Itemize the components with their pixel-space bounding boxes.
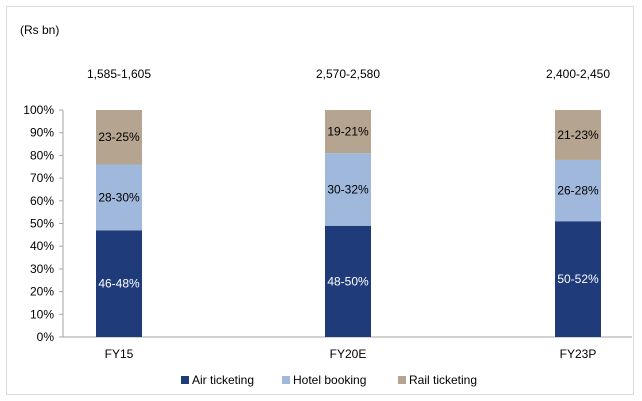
data-label: 48-50% (327, 274, 369, 288)
y-tick-label: 70% (30, 171, 54, 185)
y-tick-label: 60% (30, 194, 54, 208)
data-label: 28-30% (98, 190, 140, 204)
data-label: 46-48% (98, 277, 140, 291)
data-label: 50-52% (557, 272, 599, 286)
bar-segment (96, 164, 142, 231)
y-tick-label: 20% (30, 285, 54, 299)
data-label: 30-32% (327, 182, 369, 196)
data-label: 21-23% (557, 128, 599, 142)
legend-swatch (282, 376, 290, 384)
total-label: 2,400-2,450 (546, 67, 610, 81)
y-tick-label: 80% (30, 148, 54, 162)
axes: 0% 10% 20% 30% 40% 50% 60% 70% 80% 90% 100% (23, 103, 632, 344)
bar-segment (555, 110, 601, 160)
data-label: 26-28% (557, 184, 599, 198)
legend-label: Air ticketing (192, 373, 254, 387)
legend-label: Hotel booking (293, 373, 366, 387)
y-tick-label: 100% (23, 103, 54, 117)
total-label: 1,585-1,605 (87, 67, 151, 81)
bar-segment (325, 153, 371, 226)
unit-label: (Rs bn) (20, 23, 59, 37)
x-tick-label: FY15 (105, 347, 134, 361)
bars: 46-48% 28-30% 23-25% 1,585-1,605 FY15 48-50% 3… (87, 67, 610, 361)
bar-segment (325, 110, 371, 154)
y-tick-label: 50% (30, 217, 54, 231)
y-tick-label: 90% (30, 126, 54, 140)
y-tick-label: 0% (37, 330, 55, 344)
x-tick-label: FY20E (330, 347, 367, 361)
data-label: 19-21% (327, 125, 369, 139)
data-label: 23-25% (98, 130, 140, 144)
bar-segment (96, 230, 142, 337)
legend-swatch (398, 376, 406, 384)
legend-item: Hotel booking (282, 373, 366, 387)
legend-label: Rail ticketing (409, 373, 477, 387)
bar-segment (96, 110, 142, 165)
bar-group-fy23p: 50-52% 26-28% 21-23% 2,400-2,450 FY23P (546, 67, 610, 361)
x-tick-label: FY23P (560, 347, 597, 361)
y-tick-label: 30% (30, 262, 54, 276)
y-tick-label: 40% (30, 239, 54, 253)
legend-item: Air ticketing (181, 373, 254, 387)
bar-segment (555, 159, 601, 222)
total-label: 2,570-2,580 (316, 67, 380, 81)
bar-segment (325, 225, 371, 337)
legend: Air ticketing Hotel booking Rail ticketing (181, 373, 477, 387)
bar-group-fy15: 46-48% 28-30% 23-25% 1,585-1,605 FY15 (87, 67, 151, 361)
legend-swatch (181, 376, 189, 384)
bar-group-fy20e: 48-50% 30-32% 19-21% 2,570-2,580 FY20E (316, 67, 380, 361)
bar-segment (555, 221, 601, 337)
legend-item: Rail ticketing (398, 373, 477, 387)
y-tick-label: 10% (30, 307, 54, 321)
